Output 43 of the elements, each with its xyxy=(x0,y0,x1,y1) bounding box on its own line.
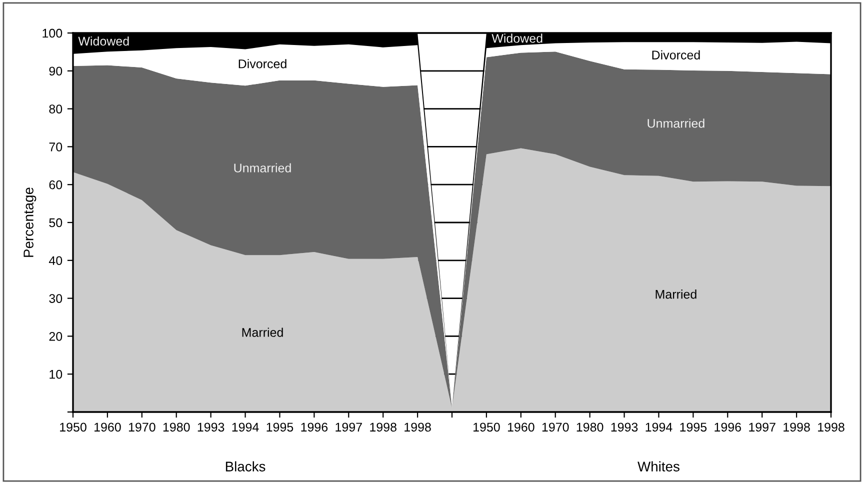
y-tick-label: 40 xyxy=(48,256,62,266)
text: Unmarried xyxy=(234,163,291,172)
x-tick-label: 1980 xyxy=(576,422,604,432)
series-label: Divorced xyxy=(652,50,700,60)
x-tick-label: 1960 xyxy=(508,422,534,432)
y-tick-label: 60 xyxy=(49,180,62,190)
text: Divorced xyxy=(238,59,286,68)
x-tick-label: 1993 xyxy=(611,422,638,432)
x-tick-label: 1995 xyxy=(680,422,707,432)
y-tick-label: 30 xyxy=(49,294,62,303)
series-label: Widowed xyxy=(492,34,542,43)
y-tick-label: 20 xyxy=(49,332,62,341)
y-tick-label: 50 xyxy=(49,218,62,228)
y-tick-label: 10 xyxy=(50,370,62,379)
x-tick-label: 1950 xyxy=(474,422,500,432)
x-tick-label: 1998 xyxy=(404,422,431,432)
text: Married xyxy=(656,290,696,299)
x-tick-label: 1950 xyxy=(60,422,86,432)
x-tick-label: 1980 xyxy=(163,422,190,432)
y-tick-label: 90 xyxy=(49,66,62,76)
x-tick-label: 1998 xyxy=(784,422,810,432)
x-tick-label: 1997 xyxy=(336,422,362,432)
x-tick-label: 1960 xyxy=(94,422,121,432)
x-tick-label: 1994 xyxy=(232,422,259,432)
x-tick-label: 1996 xyxy=(714,422,741,432)
x-tick-label: 1970 xyxy=(128,422,156,432)
x-tick-label: 1998 xyxy=(370,422,396,432)
x-tick-label: 1994 xyxy=(646,422,672,432)
x-tick-label: 1998 xyxy=(818,422,844,432)
text: Blacks xyxy=(226,461,266,472)
x-tick-label: 1995 xyxy=(266,422,294,432)
y-tick-label: 70 xyxy=(49,142,62,152)
x-tick-label: 1970 xyxy=(542,422,569,432)
text: Whites xyxy=(638,461,680,472)
y-tick-label: 80 xyxy=(49,104,62,114)
y-axis-title: Percentage xyxy=(24,188,36,257)
series-label: Unmarried xyxy=(648,118,704,128)
x-tick-label: 1993 xyxy=(198,422,224,432)
y-tick-label: 100 xyxy=(42,28,62,38)
x-tick-label: 1997 xyxy=(749,422,776,432)
series-label: Married xyxy=(242,328,283,337)
text: Widowed xyxy=(78,36,129,46)
x-tick-label: 1996 xyxy=(301,422,328,432)
